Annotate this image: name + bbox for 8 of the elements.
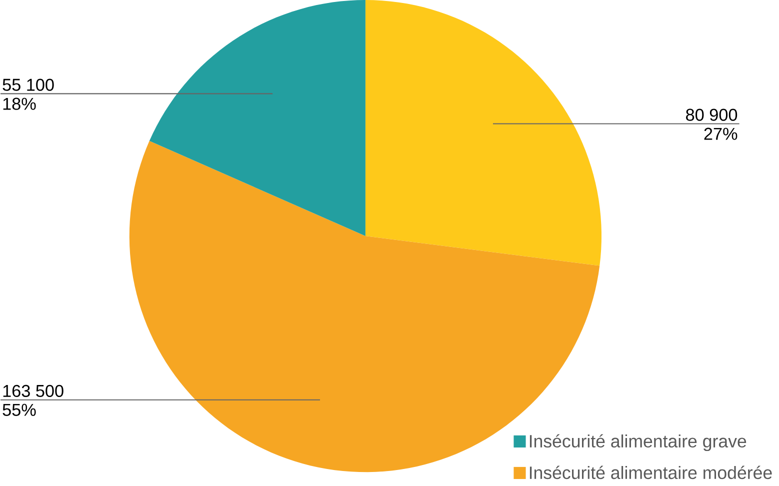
data-label: 55 100	[2, 78, 54, 91]
legend-label: Insécurité alimentaire grave	[530, 434, 746, 452]
text: 27%	[704, 128, 738, 140]
data-label: 163 500	[3, 384, 64, 398]
data-label: 80 900	[686, 108, 738, 121]
text: 55%	[2, 404, 36, 416]
text: 18%	[3, 98, 36, 110]
legend-label: Insécurité alimentaire modérée	[530, 466, 772, 480]
